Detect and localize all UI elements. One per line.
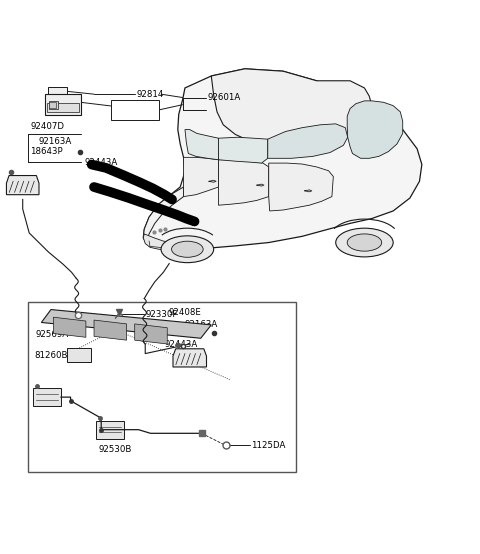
Text: 92506A: 92506A: [82, 315, 115, 324]
Text: 18643P: 18643P: [30, 147, 63, 156]
Polygon shape: [41, 310, 211, 338]
Bar: [50, 94, 64, 100]
Text: 81260B: 81260B: [34, 351, 68, 360]
Polygon shape: [305, 190, 312, 192]
Text: 1125DA: 1125DA: [251, 441, 285, 450]
Bar: [48, 87, 67, 95]
Text: 18643P: 18643P: [171, 329, 204, 337]
Text: 92814: 92814: [136, 90, 164, 99]
Polygon shape: [53, 317, 86, 337]
Polygon shape: [135, 324, 167, 344]
Polygon shape: [218, 160, 269, 205]
Polygon shape: [347, 101, 403, 158]
Polygon shape: [268, 124, 348, 158]
Polygon shape: [173, 349, 206, 367]
Text: 92163A: 92163A: [38, 137, 71, 146]
Ellipse shape: [161, 236, 214, 263]
Polygon shape: [257, 184, 264, 186]
Bar: [96, 420, 124, 439]
Polygon shape: [211, 69, 372, 147]
Text: 92408E: 92408E: [168, 309, 201, 317]
Bar: [111, 100, 158, 120]
Text: 92530B: 92530B: [99, 445, 132, 454]
Text: 18645B: 18645B: [113, 101, 146, 110]
Polygon shape: [183, 157, 218, 197]
Polygon shape: [218, 137, 268, 163]
Polygon shape: [6, 176, 39, 194]
Text: 92620: 92620: [113, 110, 140, 119]
Text: 92569A: 92569A: [36, 330, 69, 340]
Bar: [28, 302, 297, 472]
Bar: [67, 348, 91, 362]
Ellipse shape: [171, 241, 203, 257]
Ellipse shape: [336, 228, 393, 257]
Text: 92443A: 92443A: [84, 158, 118, 167]
Polygon shape: [269, 163, 333, 211]
Text: 92330F: 92330F: [145, 310, 178, 319]
Polygon shape: [144, 69, 422, 249]
Text: 92407D: 92407D: [30, 122, 64, 131]
Bar: [47, 103, 79, 112]
Polygon shape: [209, 180, 216, 182]
Polygon shape: [185, 130, 218, 160]
Polygon shape: [144, 234, 214, 250]
Polygon shape: [94, 320, 127, 340]
Text: 92601A: 92601A: [208, 93, 241, 102]
Text: 92163A: 92163A: [184, 320, 217, 329]
Bar: [48, 102, 56, 107]
Bar: [45, 94, 81, 115]
Bar: [48, 101, 58, 109]
Bar: [33, 388, 61, 406]
Ellipse shape: [347, 234, 382, 251]
Text: 92443A: 92443A: [165, 341, 198, 350]
Polygon shape: [144, 187, 183, 243]
